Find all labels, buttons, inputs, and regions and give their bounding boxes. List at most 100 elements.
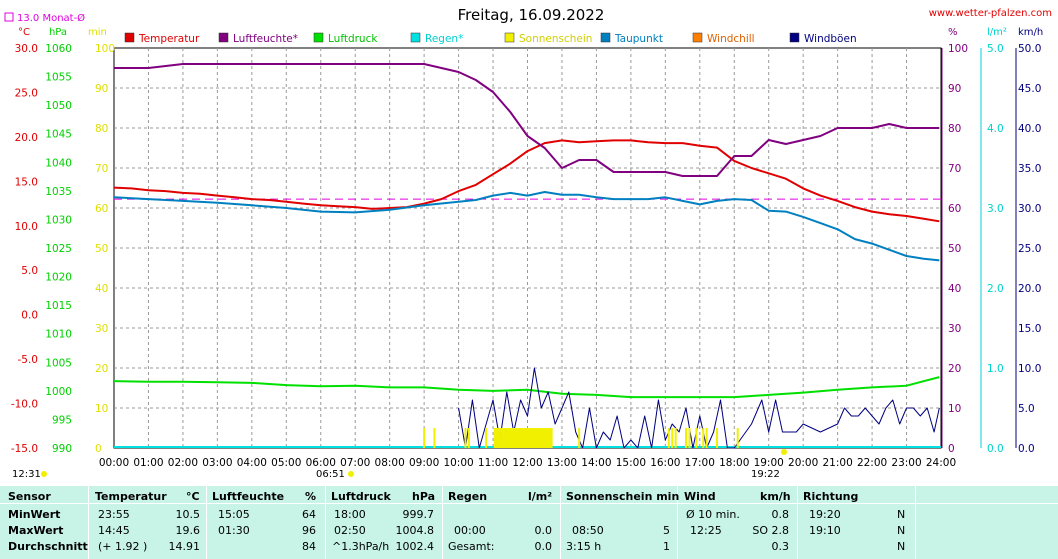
x-tick-label: 16:00 bbox=[650, 457, 680, 469]
sunshine-bar bbox=[498, 428, 501, 448]
stat-hum-time-min: 15:05 bbox=[218, 508, 250, 521]
sunshine-bar bbox=[493, 428, 496, 448]
legend-swatch bbox=[789, 32, 800, 43]
x-tick-label: 23:00 bbox=[891, 457, 921, 469]
axis-tick-label: 60 bbox=[948, 203, 961, 215]
hdr-sun: Sonnenschein min bbox=[566, 490, 680, 503]
sunshine-bar bbox=[542, 428, 545, 448]
x-tick-label: 01:00 bbox=[133, 457, 163, 469]
axis-tick-label: 40.0 bbox=[1018, 123, 1041, 135]
sunshine-bar bbox=[536, 428, 539, 448]
stat-temp-time-min: 23:55 bbox=[98, 508, 130, 521]
stat-wind-avg: 0.3 bbox=[771, 540, 790, 553]
hdr-sensor: Sensor bbox=[8, 490, 51, 503]
sun-mid-icon bbox=[348, 471, 354, 477]
sunshine-bar bbox=[526, 428, 529, 448]
axis-tick-label: 10.0 bbox=[15, 221, 38, 233]
stat-dir-time-max: 19:10 bbox=[809, 524, 841, 537]
sunshine-bar bbox=[695, 428, 698, 448]
axis-tick-label: 60 bbox=[95, 203, 108, 215]
axis-unit-label: °C bbox=[18, 27, 30, 38]
axis-tick-label: 100 bbox=[95, 43, 115, 55]
sunshine-bar bbox=[736, 428, 739, 448]
axis-tick-label: 1.0 bbox=[987, 363, 1004, 375]
sunshine-bar bbox=[524, 428, 527, 448]
x-tick-label: 21:00 bbox=[822, 457, 852, 469]
axis-tick-label: 1035 bbox=[45, 186, 72, 198]
sunshine-bar bbox=[543, 428, 546, 448]
sunshine-bar bbox=[521, 428, 524, 448]
x-tick-label: 14:00 bbox=[581, 457, 611, 469]
axis-tick-label: 5.0 bbox=[1018, 403, 1035, 415]
stat-dir-max: N bbox=[897, 524, 906, 537]
legend-swatch bbox=[410, 32, 421, 43]
stat-wind-min: 0.8 bbox=[771, 508, 790, 521]
stat-temp-min: 10.5 bbox=[175, 508, 201, 521]
time-left-label: 12:31 bbox=[12, 469, 41, 480]
axis-tick-label: 30 bbox=[948, 323, 961, 335]
sunshine-bar bbox=[502, 428, 505, 448]
hdr-press-unit: hPa bbox=[412, 490, 436, 503]
sunshine-bar bbox=[514, 428, 517, 448]
axis-tick-label: 50 bbox=[95, 243, 108, 255]
stat-wind-max: SO 2.8 bbox=[752, 524, 789, 537]
stat-press-time-min: 18:00 bbox=[334, 508, 366, 521]
chart-series bbox=[113, 63, 941, 449]
stat-rain-total: 0.0 bbox=[534, 540, 553, 553]
weather-chart: Freitag, 16.09.2022 www.wetter-pfalzen.c… bbox=[4, 6, 1052, 480]
sunshine-bar bbox=[667, 428, 670, 448]
sunshine-bar bbox=[702, 428, 705, 448]
axis-tick-label: 15.0 bbox=[1018, 323, 1041, 335]
legend-swatch bbox=[692, 32, 703, 43]
axis-tick-label: 20.0 bbox=[15, 132, 38, 144]
axis-tick-label: -5.0 bbox=[18, 354, 39, 366]
sunshine-bar bbox=[529, 428, 532, 448]
axis-tick-label: 1040 bbox=[45, 157, 72, 169]
x-tick-label: 11:00 bbox=[478, 457, 508, 469]
axis-tick-label: -10.0 bbox=[11, 399, 38, 411]
axis-tick-label: 40 bbox=[95, 283, 108, 295]
legend-label: Sonnenschein bbox=[519, 33, 592, 45]
legend-label: Taupunkt bbox=[614, 33, 663, 45]
axis-tick-label: 0 bbox=[948, 443, 955, 455]
series-line-taupunkt bbox=[113, 191, 940, 262]
axis-tick-label: 30 bbox=[95, 323, 108, 335]
stat-press-max: 1004.8 bbox=[395, 524, 435, 537]
time-mid-label: 06:51 bbox=[316, 469, 345, 480]
sunshine-bar bbox=[538, 428, 541, 448]
x-tick-label: 09:00 bbox=[409, 457, 439, 469]
stat-wind-time-max: 12:25 bbox=[690, 524, 722, 537]
axis-tick-label: 1050 bbox=[45, 100, 72, 112]
x-tick-label: 10:00 bbox=[443, 457, 473, 469]
stat-rain-time-max: 00:00 bbox=[454, 524, 486, 537]
axis-tick-label: 100 bbox=[948, 43, 968, 55]
sunshine-bar bbox=[519, 428, 522, 448]
stat-hum-max: 96 bbox=[302, 524, 316, 537]
x-tick-label: 07:00 bbox=[340, 457, 370, 469]
sunshine-bar bbox=[531, 428, 534, 448]
hdr-rain-unit: l/m² bbox=[528, 490, 553, 503]
x-tick-label: 06:00 bbox=[306, 457, 336, 469]
hdr-hum: Luftfeuchte bbox=[212, 490, 285, 503]
axis-tick-label: 1015 bbox=[45, 300, 72, 312]
legend-swatch bbox=[504, 32, 515, 43]
axis-tick-label: 0.0 bbox=[987, 443, 1004, 455]
series-line-luftfeuchte bbox=[114, 63, 940, 177]
sunshine-bar bbox=[523, 428, 526, 448]
x-tick-label: 19:00 bbox=[754, 457, 784, 469]
x-tick-label: 08:00 bbox=[375, 457, 405, 469]
axis-tick-label: 1010 bbox=[45, 329, 72, 341]
sunshine-bar bbox=[423, 428, 426, 448]
x-tick-label: 05:00 bbox=[271, 457, 301, 469]
hdr-wind-unit: km/h bbox=[760, 490, 791, 503]
sunshine-bar bbox=[688, 428, 691, 448]
sunshine-bar bbox=[517, 428, 520, 448]
monat-label: 13.0 Monat-Ø bbox=[17, 12, 85, 24]
axis-tick-label: 50.0 bbox=[1018, 43, 1041, 55]
axis-tick-label: 45.0 bbox=[1018, 83, 1041, 95]
site-url: www.wetter-pfalzen.com bbox=[929, 8, 1052, 19]
chart-grid bbox=[113, 47, 942, 449]
sunshine-bar bbox=[505, 428, 508, 448]
sunshine-bar bbox=[685, 428, 688, 448]
axis-tick-label: 90 bbox=[95, 83, 108, 95]
